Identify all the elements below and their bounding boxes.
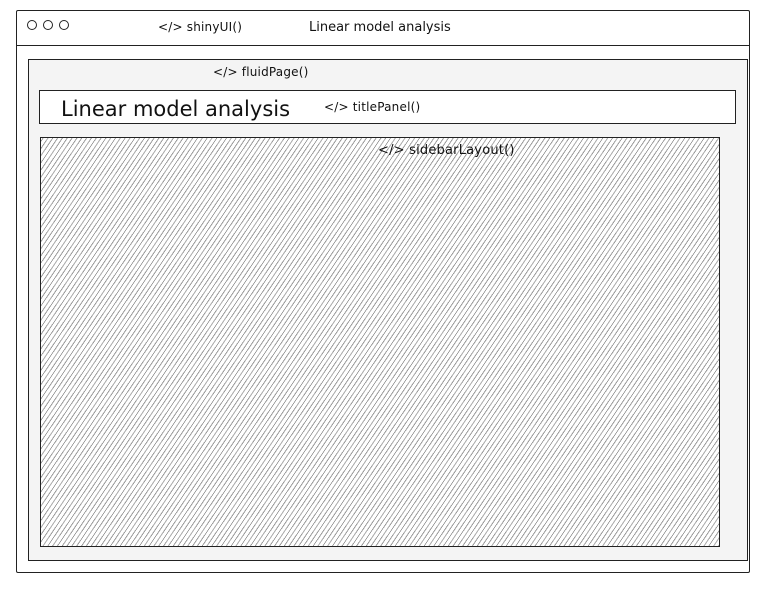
close-dot-icon[interactable]	[27, 20, 37, 30]
title-panel-tag: </> titlePanel()	[324, 100, 421, 114]
minimize-dot-icon[interactable]	[43, 20, 53, 30]
window-title: Linear model analysis	[309, 20, 451, 35]
window-controls	[27, 20, 69, 30]
title-panel-heading: Linear model analysis	[61, 97, 291, 121]
sidebar-layout-tag: </> sidebarLayout()	[378, 143, 515, 158]
shinyui-tag: </> shinyUI()	[158, 20, 243, 34]
app-window: </> shinyUI() Linear model analysis </> …	[16, 10, 750, 573]
fluid-page-container: </> fluidPage() Linear model analysis </…	[28, 59, 748, 561]
window-titlebar: </> shinyUI() Linear model analysis	[17, 11, 749, 46]
title-panel: Linear model analysis </> titlePanel()	[39, 90, 736, 124]
sidebar-layout-area: </> sidebarLayout()	[40, 137, 720, 547]
maximize-dot-icon[interactable]	[59, 20, 69, 30]
fluid-page-tag: </> fluidPage()	[213, 65, 309, 79]
